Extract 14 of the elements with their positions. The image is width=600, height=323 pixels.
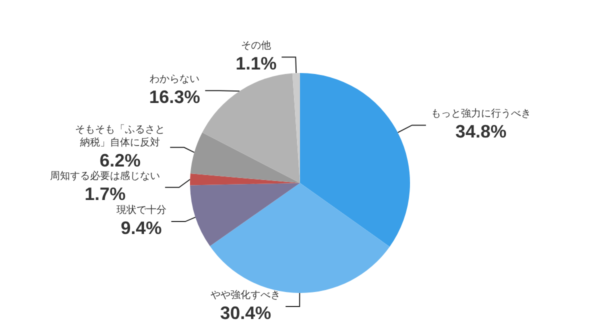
data-label: 6.2%: [100, 150, 141, 170]
data-label: 1.7%: [84, 184, 126, 204]
data-label: 9.4%: [120, 218, 162, 238]
slice-label: その他: [241, 40, 272, 52]
data-label: 1.1%: [236, 54, 277, 74]
data-label: 34.8%: [455, 122, 506, 142]
slice-label: 周知する必要は感じない: [50, 170, 160, 182]
slice-label: もっと強力に行うべき: [430, 108, 531, 120]
data-label: 16.3%: [149, 87, 200, 108]
slice-label: そもそも「ふるさと納税」自体に反対: [75, 123, 166, 148]
data-label: 30.4%: [220, 303, 272, 323]
slice-label: わからない: [150, 74, 200, 86]
slice-label: やや強化すべき: [210, 289, 281, 301]
slice-label: 現状で十分: [116, 204, 166, 216]
